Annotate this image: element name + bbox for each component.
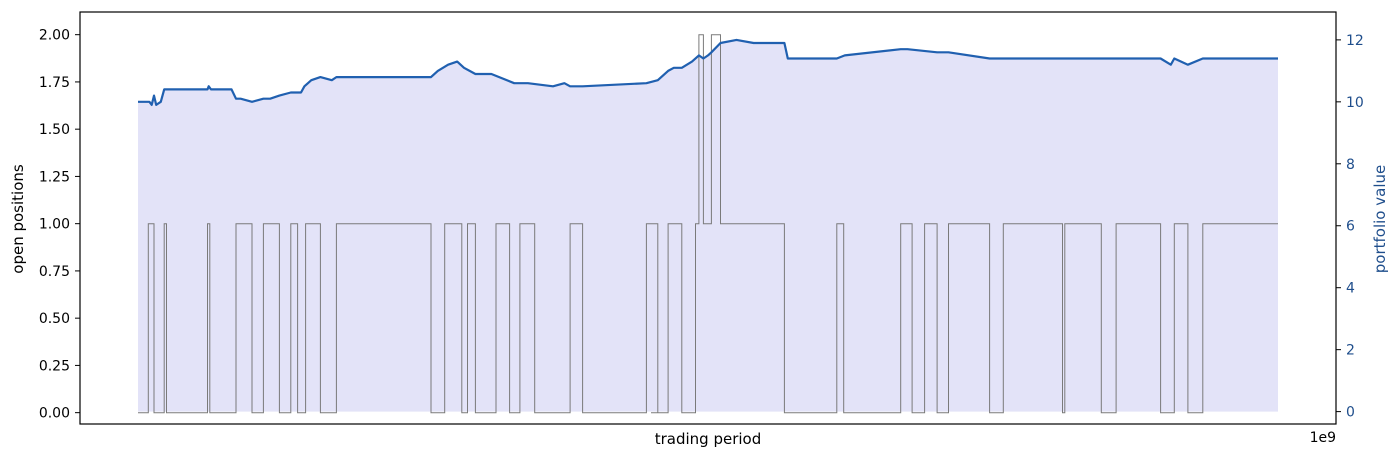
left-tick-label: 0.25 [39,358,70,374]
left-tick-label: 2.00 [39,28,70,44]
left-axis-label: open positions [9,164,27,274]
left-tick-label: 0.00 [39,406,70,422]
right-tick-label: 8 [1346,157,1355,173]
right-tick-label: 2 [1346,343,1355,359]
right-tick-label: 10 [1346,95,1364,111]
plot-frame [79,11,1337,425]
left-tick-label: 0.50 [39,311,70,327]
x-axis-label: trading period [655,430,762,448]
left-tick-label: 0.75 [39,264,70,280]
right-tick-label: 4 [1346,281,1355,297]
right-axis-label: portfolio value [1371,165,1389,273]
left-tick-label: 1.50 [39,122,70,138]
right-axis-ticks: 0 2 4 6 8 10 12 [1336,33,1364,421]
portfolio-fill-layer [138,39,1278,412]
open-positions-line [138,34,1278,414]
open-positions-layer [138,34,1278,414]
portfolio-value-fill [138,39,1278,412]
left-tick-label: 1.25 [39,169,70,185]
right-tick-label: 6 [1346,219,1355,235]
left-axis-ticks: 0.00 0.25 0.50 0.75 1.00 1.25 1.50 1.75 2.00 [39,28,80,422]
left-tick-label: 1.75 [39,75,70,91]
portfolio-value-layer [138,38,1278,106]
left-tick-label: 1.00 [39,217,70,233]
portfolio-value-line [138,38,1278,106]
x-offset-label: 1e9 [1310,430,1336,446]
right-tick-label: 12 [1346,33,1364,49]
right-tick-label: 0 [1346,405,1355,421]
